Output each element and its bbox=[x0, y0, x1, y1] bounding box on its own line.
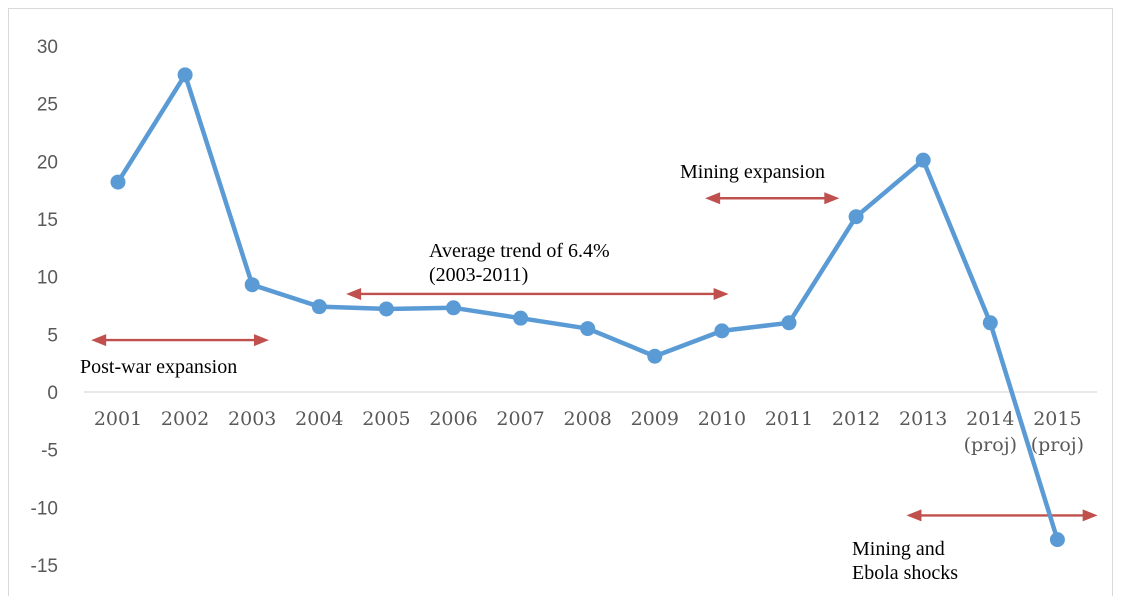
y-tick-label: 0 bbox=[47, 383, 58, 404]
y-tick-label: -15 bbox=[31, 556, 58, 577]
data-point bbox=[177, 67, 193, 83]
x-tick-label: 2009 bbox=[631, 408, 679, 430]
data-point bbox=[647, 348, 663, 364]
x-tick-label: 2015 bbox=[1033, 408, 1081, 430]
x-tick-label: 2004 bbox=[295, 408, 343, 430]
annotation-label: Average trend of 6.4% bbox=[429, 240, 610, 262]
x-tick-label: (proj) bbox=[964, 434, 1017, 456]
y-tick-label: -5 bbox=[41, 441, 58, 462]
x-tick-label: 2002 bbox=[161, 408, 209, 430]
y-tick-label: -10 bbox=[31, 498, 58, 519]
data-point bbox=[378, 301, 394, 317]
y-tick-label: 5 bbox=[47, 325, 58, 346]
x-tick-label: 2007 bbox=[496, 408, 544, 430]
data-point bbox=[110, 174, 126, 190]
growth-series bbox=[110, 67, 1065, 548]
x-tick-label: 2005 bbox=[362, 408, 410, 430]
double-arrow bbox=[91, 334, 269, 347]
double-arrow bbox=[906, 509, 1098, 522]
y-tick-label: 30 bbox=[37, 37, 58, 58]
data-point bbox=[311, 299, 327, 315]
data-point bbox=[580, 321, 596, 337]
annotation-label: Post-war expansion bbox=[80, 356, 237, 378]
y-tick-label: 10 bbox=[37, 268, 58, 289]
x-tick-label: 2001 bbox=[94, 408, 142, 430]
double-arrow bbox=[705, 192, 840, 205]
x-tick-label: 2014 bbox=[966, 408, 1014, 430]
series-line bbox=[115, 72, 1060, 542]
x-tick-label: 2012 bbox=[832, 408, 880, 430]
data-point bbox=[781, 315, 797, 331]
x-tick-label: 2011 bbox=[765, 408, 813, 430]
x-axis-tick-labels: 2001 2002 2003 2004 2005 2006 2007 2008 2009 2010… bbox=[94, 408, 1084, 456]
annotation-label: (2003-2011) bbox=[429, 264, 528, 286]
data-point bbox=[982, 315, 998, 331]
x-tick-label: 2010 bbox=[698, 408, 746, 430]
annotation-arrows bbox=[91, 192, 1098, 522]
data-point bbox=[244, 277, 260, 293]
chart-frame bbox=[8, 8, 1113, 596]
x-tick-label: (proj) bbox=[1031, 434, 1084, 456]
data-point bbox=[513, 310, 529, 326]
annotation-label: Mining and bbox=[852, 538, 945, 560]
y-axis-tick-labels: 30 25 20 15 10 5 0 -5 -10 -15 bbox=[31, 37, 58, 577]
x-tick-label: 2008 bbox=[564, 408, 612, 430]
x-tick-label: 2013 bbox=[899, 408, 947, 430]
annotation-labels: Post-war expansion Average trend of 6.4%(… bbox=[80, 161, 958, 584]
y-tick-label: 20 bbox=[37, 152, 58, 173]
data-point bbox=[1049, 532, 1065, 548]
data-point bbox=[848, 209, 864, 225]
x-tick-label: 2006 bbox=[429, 408, 477, 430]
double-arrow bbox=[346, 287, 729, 300]
annotation-label: Mining expansion bbox=[680, 161, 825, 183]
data-point bbox=[915, 152, 931, 168]
y-tick-label: 15 bbox=[37, 210, 58, 231]
x-tick-label: 2003 bbox=[228, 408, 276, 430]
y-tick-label: 25 bbox=[37, 95, 58, 116]
annotation-label: Ebola shocks bbox=[852, 562, 958, 584]
data-point bbox=[446, 300, 461, 316]
data-point bbox=[714, 323, 730, 339]
